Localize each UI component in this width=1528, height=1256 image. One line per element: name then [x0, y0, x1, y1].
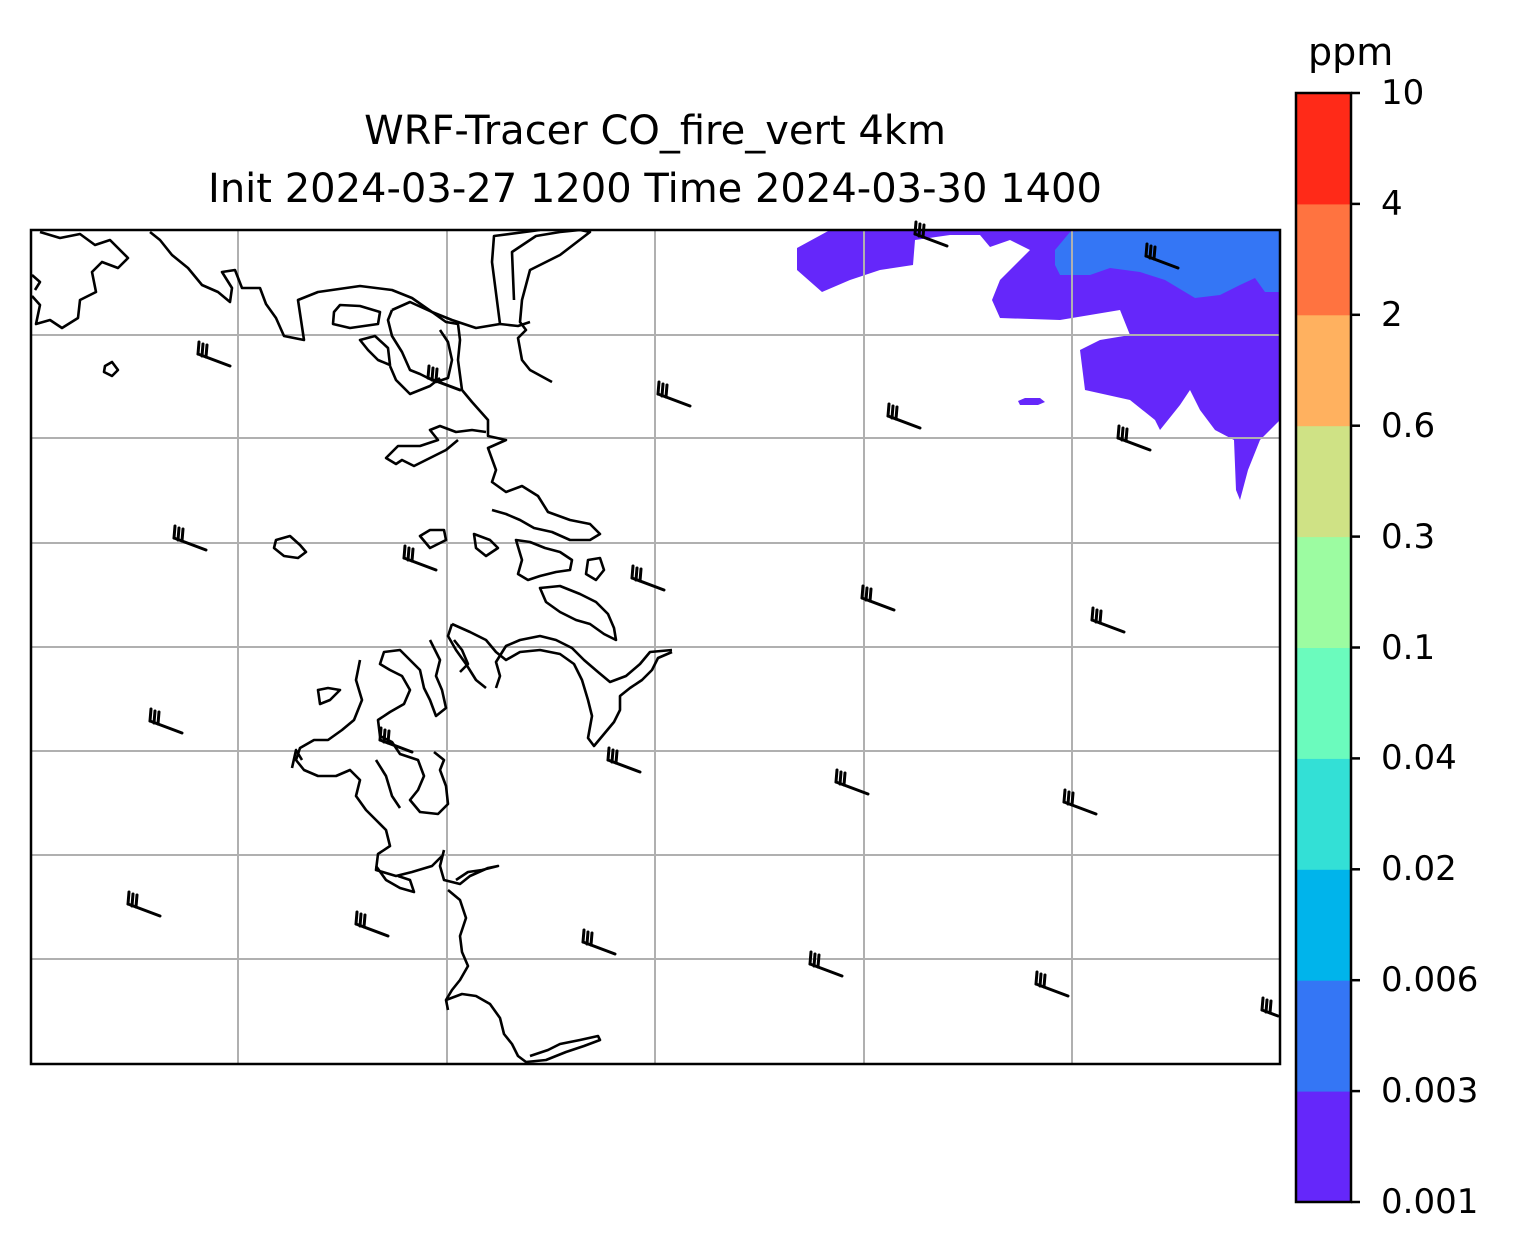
wind-barb — [148, 707, 184, 735]
wind-barb — [1144, 242, 1180, 270]
map-title-line-1: WRF-Tracer CO_fire_vert 4km — [364, 108, 946, 154]
wind-barb — [1260, 996, 1280, 1018]
wind-barb — [426, 364, 462, 392]
colorbar-band — [1296, 980, 1351, 1092]
colorbar-tick-label: 2 — [1381, 294, 1403, 335]
colorbar-tick-label: 0.3 — [1381, 516, 1436, 557]
wind-barb — [354, 910, 390, 938]
wind-barb — [1062, 788, 1098, 816]
colorbar-unit-label: ppm — [1308, 30, 1394, 74]
colorbar-tick-label: 0.02 — [1381, 849, 1457, 890]
colorbar-band — [1296, 647, 1351, 759]
wind-barb — [1034, 970, 1070, 998]
colorbar-tick-label: 0.006 — [1381, 960, 1479, 1001]
colorbar-band — [1296, 758, 1351, 870]
wind-barb — [808, 950, 844, 978]
wind-barb — [172, 524, 208, 552]
fill-level-0.001-small — [1018, 398, 1045, 405]
wind-barbs — [126, 220, 1280, 1018]
colorbar-band — [1296, 536, 1351, 648]
colorbar-band — [1296, 1091, 1351, 1203]
wind-barb — [126, 890, 162, 918]
colorbar-band — [1296, 203, 1351, 316]
wind-barb — [1090, 606, 1126, 634]
colorbar-bands — [1296, 93, 1351, 1203]
wind-barb — [656, 380, 692, 408]
colorbar-band — [1296, 93, 1351, 205]
colorbar-band — [1296, 869, 1351, 981]
colorbar-tick-label: 0.6 — [1381, 405, 1436, 446]
wind-barb — [581, 928, 617, 956]
colorbar-band — [1296, 425, 1351, 538]
colorbar-tick-label: 0.1 — [1381, 627, 1436, 668]
wind-barb — [860, 584, 896, 612]
wind-barb — [1116, 424, 1152, 452]
colorbar-ticks — [1351, 91, 1360, 1204]
colorbar-tick-label: 0.001 — [1381, 1182, 1479, 1222]
coastlines — [31, 230, 673, 1064]
wind-barb — [606, 746, 642, 774]
colorbar-tick-label: 4 — [1381, 183, 1403, 224]
colorbar-band — [1296, 314, 1351, 427]
wind-barb — [378, 726, 414, 754]
colorbar-tick-label: 10 — [1381, 73, 1425, 113]
wind-barb — [886, 402, 922, 430]
fill-level-0.001 — [797, 230, 1280, 500]
map-title-line-2: Init 2024-03-27 1200 Time 2024-03-30 140… — [208, 166, 1102, 212]
colorbar-tick-label: 0.04 — [1381, 738, 1457, 779]
colorbar-tick-label: 0.003 — [1381, 1071, 1479, 1112]
map-frame — [29, 228, 1282, 1066]
map-gridlines — [31, 230, 1280, 1064]
wind-barb — [834, 768, 870, 796]
wind-barb — [196, 340, 232, 368]
wind-barb — [630, 564, 666, 592]
wind-barb — [402, 544, 438, 572]
